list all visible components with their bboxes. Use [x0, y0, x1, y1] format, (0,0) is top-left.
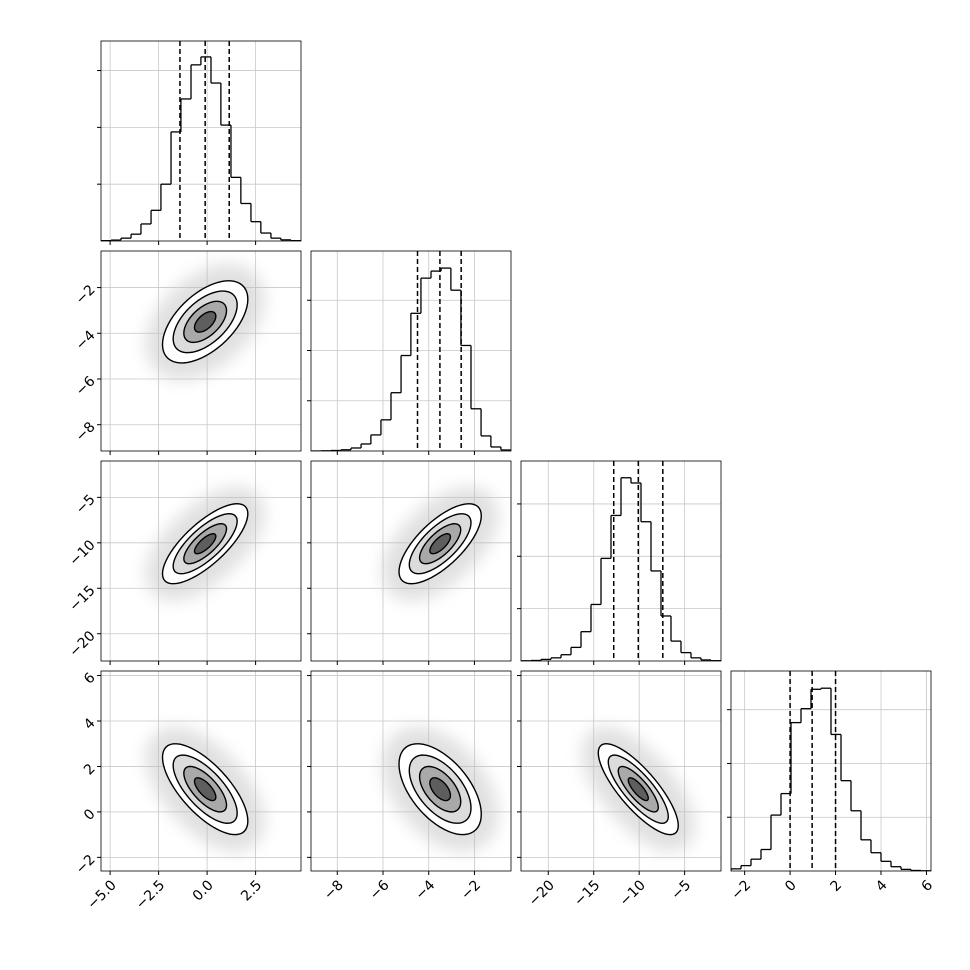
x-tick-label: 0	[782, 877, 800, 895]
hist-connector	[320, 268, 502, 451]
x-tick-label: −4	[412, 877, 438, 903]
contour	[627, 777, 649, 802]
panel-inner	[101, 671, 301, 871]
contour	[193, 533, 217, 555]
panel	[307, 250, 512, 455]
panel-frame	[310, 670, 512, 872]
contour	[429, 777, 452, 802]
panel-frame	[310, 460, 512, 662]
x-tick-label: −20	[526, 877, 558, 909]
panel	[307, 460, 512, 665]
panel-inner	[101, 251, 301, 451]
hist-connector	[731, 688, 922, 871]
panel-frame	[730, 670, 932, 872]
y-tick-label: −8	[73, 419, 99, 445]
panel	[97, 670, 302, 875]
y-tick-label: −4	[73, 328, 99, 354]
x-tick-label: 2	[828, 877, 846, 895]
panel	[307, 670, 512, 875]
contour	[193, 777, 217, 802]
panel-frame	[100, 670, 302, 872]
x-tick-label: −2	[728, 877, 754, 903]
x-tick-label: −6	[367, 877, 393, 903]
y-tick-label: −10	[66, 537, 98, 569]
panel	[517, 670, 722, 875]
y-tick-label: −15	[66, 583, 98, 615]
y-tick-label: −2	[73, 852, 99, 878]
contour	[429, 533, 452, 555]
y-tick-label: −5	[73, 492, 99, 518]
contour	[193, 310, 217, 333]
panel-frame	[310, 250, 512, 452]
panel-inner	[521, 461, 721, 661]
panel-inner	[731, 671, 931, 871]
y-tick-label: −6	[73, 373, 99, 399]
panel-inner	[311, 251, 511, 451]
x-tick-label: −15	[571, 877, 603, 909]
panel-inner	[311, 671, 511, 871]
x-tick-label: 6	[918, 877, 936, 895]
panel-inner	[521, 671, 721, 871]
x-tick-label: −2	[458, 877, 484, 903]
x-tick-label: −5.0	[84, 877, 119, 912]
panel-inner	[101, 41, 301, 241]
hist-connector	[101, 56, 292, 241]
y-tick-label: 6	[81, 670, 99, 688]
panel-frame	[520, 460, 722, 662]
panel-inner	[311, 461, 511, 661]
panel	[97, 40, 302, 245]
hist-connector	[521, 477, 712, 661]
x-tick-label: 4	[873, 877, 891, 895]
x-tick-label: 0.0	[190, 877, 217, 904]
panel-frame	[100, 40, 302, 242]
panel	[97, 460, 302, 665]
x-tick-label: −10	[617, 877, 649, 909]
y-tick-label: 2	[81, 761, 99, 779]
y-tick-label: 0	[81, 806, 99, 824]
panel-frame	[100, 250, 302, 452]
panel	[727, 670, 932, 875]
panel-frame	[520, 670, 722, 872]
y-tick-label: −20	[66, 628, 98, 660]
panel	[517, 460, 722, 665]
panel-inner	[101, 461, 301, 661]
panel	[97, 250, 302, 455]
x-tick-label: −8	[321, 877, 347, 903]
x-tick-label: −2.5	[133, 877, 168, 912]
y-tick-label: 4	[81, 715, 99, 733]
x-tick-label: −5	[668, 877, 694, 903]
x-tick-label: 2.5	[238, 877, 265, 904]
y-tick-label: −2	[73, 282, 99, 308]
panel-frame	[100, 460, 302, 662]
